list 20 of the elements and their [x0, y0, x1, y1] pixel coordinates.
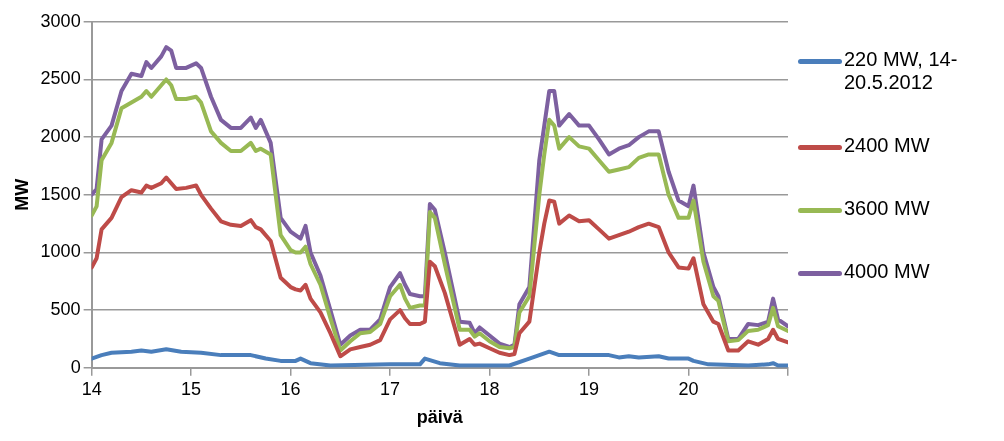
legend-label: 4000 MW	[844, 260, 930, 283]
y-tick-label: 1500	[40, 183, 81, 204]
x-tick-label: 19	[579, 378, 600, 399]
x-tick-label: 16	[280, 378, 301, 399]
x-tick-label: 15	[181, 378, 202, 399]
x-tick-label: 18	[479, 378, 500, 399]
x-axis-title: päivä	[416, 407, 464, 428]
x-tick-label: 14	[81, 378, 102, 399]
legend-label: 2400 MW	[844, 134, 930, 157]
y-tick-label: 1000	[40, 241, 81, 262]
x-tick-label: 17	[380, 378, 401, 399]
y-tick-label: 500	[50, 299, 81, 320]
legend-label: 220 MW, 14-20.5.2012	[844, 48, 959, 94]
y-tick-label: 2000	[40, 126, 81, 147]
y-tick-label: 0	[70, 356, 81, 377]
y-axis-title: MW	[11, 178, 32, 211]
y-tick-label: 2500	[40, 68, 81, 89]
legend-label: 3600 MW	[844, 197, 930, 220]
y-tick-label: 3000	[40, 10, 81, 31]
x-tick-label: 20	[678, 378, 699, 399]
